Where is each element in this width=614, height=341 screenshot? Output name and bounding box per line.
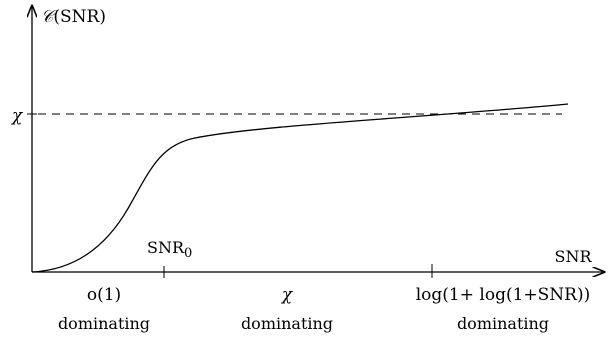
region1-bottom-label: dominating: [58, 314, 150, 333]
capacity-curve: [31, 103, 569, 273]
chi-level-label: χ: [11, 106, 24, 126]
x-axis-label: SNR: [554, 247, 592, 266]
region3-bottom-label: dominating: [457, 314, 549, 333]
y-axis-label: 𝒞(SNR): [41, 7, 106, 27]
snr0-label: SNR0: [147, 238, 192, 261]
region1-top-label: o(1): [87, 285, 121, 305]
region3-top-label: log(1+ log(1+SNR)): [416, 285, 590, 305]
region2-bottom-label: dominating: [241, 314, 333, 333]
region2-top-label: χ: [281, 285, 294, 305]
